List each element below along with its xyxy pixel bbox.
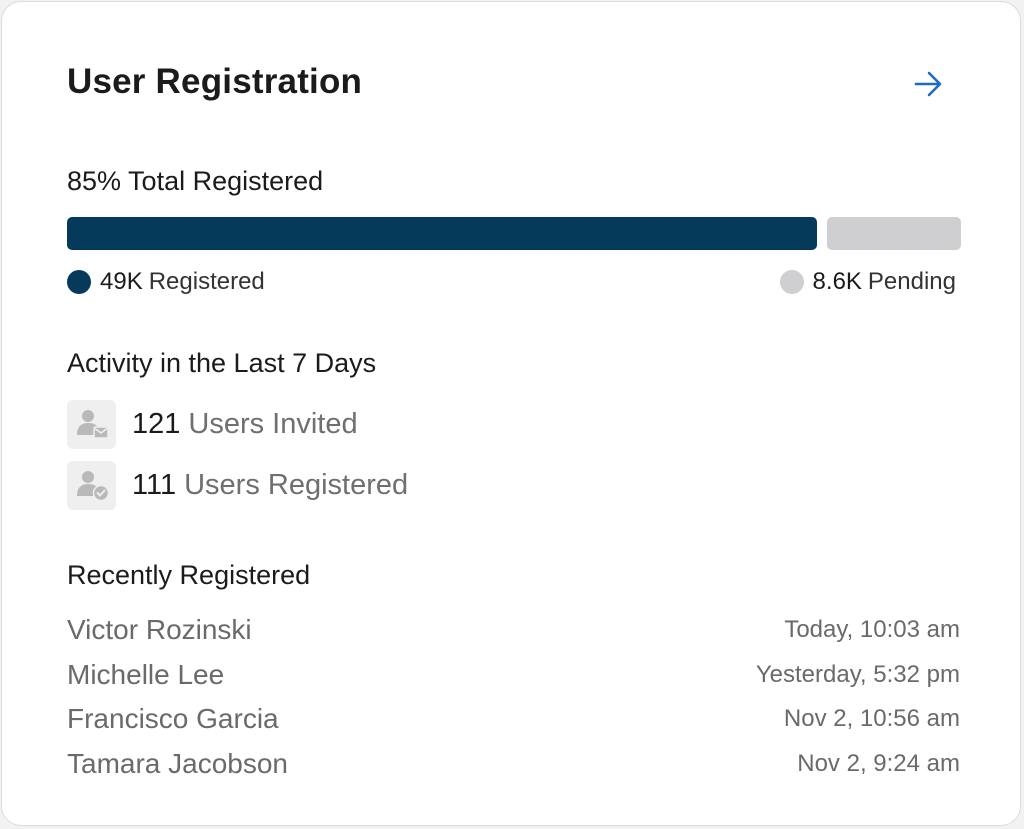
recent-heading: Recently Registered [67, 560, 311, 590]
progress-registered-segment [67, 217, 817, 250]
user-invite-icon [67, 399, 116, 449]
recent-user-name: Victor Rozinski [67, 614, 252, 645]
registered-label: Registered [148, 268, 265, 295]
activity-item-invited: 121 Users Invited [67, 399, 358, 449]
registered-7d-label: Users Registered [184, 468, 409, 501]
recent-user-name: Tamara Jacobson [67, 748, 289, 779]
pending-label: Pending [867, 268, 956, 295]
invited-label: Users Invited [188, 407, 358, 440]
activity-item-registered: 111 Users Registered [67, 460, 408, 510]
recent-row[interactable]: Victor Rozinski Today, 10:03 am [67, 612, 960, 648]
recent-user-time: Yesterday, 5:32 pm [755, 661, 960, 688]
registered-dot-icon [67, 270, 91, 294]
invited-count: 121 [132, 407, 181, 440]
recent-user-name: Michelle Lee [67, 659, 225, 690]
registered-7d-count: 111 [132, 468, 177, 501]
recent-user-time: Nov 2, 10:56 am [783, 705, 960, 732]
legend-pending: 8.6K Pending [779, 268, 956, 296]
user-registered-icon [67, 460, 116, 510]
pending-count: 8.6K [812, 268, 862, 295]
pending-dot-icon [779, 270, 804, 294]
registration-progress-bar [67, 217, 961, 250]
total-registered-label: 85% Total Registered [67, 166, 324, 196]
progress-pending-segment [827, 217, 961, 250]
recent-row[interactable]: Tamara Jacobson Nov 2, 9:24 am [67, 746, 960, 782]
recent-user-name: Francisco Garcia [67, 703, 279, 734]
arrow-right-icon [914, 71, 942, 97]
registered-count: 49K [100, 268, 143, 295]
card-title: User Registration [67, 62, 363, 101]
activity-heading: Activity in the Last 7 Days [67, 348, 377, 378]
recent-user-time: Nov 2, 9:24 am [797, 750, 960, 777]
recent-row[interactable]: Michelle Lee Yesterday, 5:32 pm [67, 657, 960, 693]
recent-row[interactable]: Francisco Garcia Nov 2, 10:56 am [67, 701, 960, 737]
legend-registered: 49K Registered [67, 268, 265, 296]
recent-user-time: Today, 10:03 am [784, 616, 960, 643]
open-details-button[interactable] [904, 62, 952, 106]
